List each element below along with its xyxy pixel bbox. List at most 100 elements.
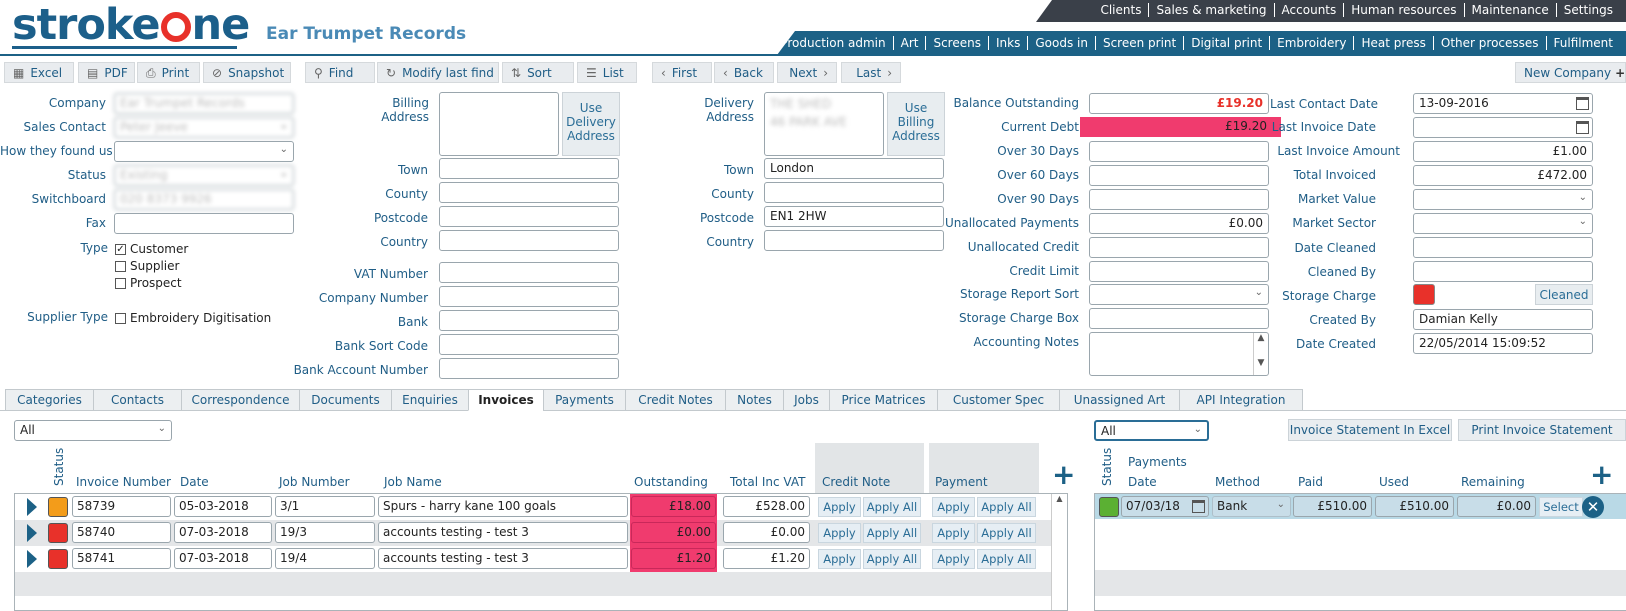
payment-apply-button[interactable]: Apply: [932, 497, 975, 517]
unalloc-pay-field[interactable]: £0.00: [1089, 213, 1269, 234]
storage-box-field[interactable]: [1089, 308, 1269, 329]
invoice-number-cell[interactable]: 58739: [72, 496, 171, 517]
top-nav-item[interactable]: Accounts: [1273, 3, 1344, 17]
type-customer-checkbox[interactable]: ✓ Customer: [115, 242, 188, 256]
market-value-select[interactable]: ⌄: [1413, 189, 1593, 210]
delivery-postcode-field[interactable]: EN1 2HW: [764, 206, 944, 227]
supplier-type-checkbox[interactable]: Embroidery Digitisation: [115, 311, 271, 325]
job-name-cell[interactable]: accounts testing - test 3: [378, 548, 628, 569]
sales-contact-select[interactable]: Peter Jeeve ⌄: [114, 117, 294, 138]
process-nav-item[interactable]: Screen print: [1094, 36, 1184, 50]
credit-apply-all-button[interactable]: Apply All: [863, 523, 921, 543]
list-button[interactable]: ☰ List: [577, 62, 637, 83]
payment-apply-all-button[interactable]: Apply All: [977, 523, 1036, 543]
tab-customer-spec[interactable]: Customer Spec: [937, 389, 1060, 411]
back-button[interactable]: ‹ Back: [714, 62, 774, 83]
tab-enquiries[interactable]: Enquiries: [391, 389, 469, 411]
invoice-number-cell[interactable]: 58741: [72, 548, 171, 569]
find-button[interactable]: ⚲ Find: [305, 62, 375, 83]
tab-credit-notes[interactable]: Credit Notes: [625, 389, 726, 411]
invoice-date-cell[interactable]: 07-03-2018: [174, 522, 272, 543]
print-button[interactable]: ⎙ Print: [137, 62, 200, 83]
payment-filter-select[interactable]: All ⌄: [1094, 420, 1209, 441]
delivery-county-field[interactable]: [764, 182, 944, 203]
billing-address-field[interactable]: [439, 92, 559, 156]
add-invoice-icon[interactable]: +: [1052, 458, 1076, 491]
job-number-cell[interactable]: 19/3: [275, 522, 375, 543]
credit-limit-field[interactable]: [1089, 261, 1269, 282]
credit-apply-button[interactable]: Apply: [818, 497, 861, 517]
top-nav-item[interactable]: Human resources: [1343, 3, 1464, 17]
close-circle-icon[interactable]: ✕: [1582, 496, 1604, 518]
tab-unassigned-art[interactable]: Unassigned Art: [1059, 389, 1180, 411]
scroll-up-icon[interactable]: ▲: [1257, 333, 1265, 343]
excel-button[interactable]: ▦ Excel: [4, 62, 74, 83]
use-delivery-address-button[interactable]: Use Delivery Address: [562, 92, 620, 156]
credit-apply-all-button[interactable]: Apply All: [863, 549, 921, 569]
job-number-cell[interactable]: 19/4: [275, 548, 375, 569]
type-supplier-checkbox[interactable]: Supplier: [115, 259, 179, 273]
add-payment-icon[interactable]: +: [1590, 458, 1614, 491]
accounting-notes-field[interactable]: [1089, 332, 1269, 376]
billing-county-field[interactable]: [439, 182, 619, 203]
invoice-date-cell[interactable]: 05-03-2018: [174, 496, 272, 517]
sort-button[interactable]: ⇅ Sort: [502, 62, 574, 83]
use-billing-address-button[interactable]: Use Billing Address: [887, 92, 945, 156]
next-button[interactable]: Next ›: [777, 62, 837, 83]
paid-field[interactable]: £510.00: [1293, 496, 1372, 517]
company-field[interactable]: Ear Trumpet Records: [114, 93, 294, 114]
delivery-town-field[interactable]: London: [764, 158, 944, 179]
date-cleaned-field[interactable]: [1413, 237, 1593, 258]
tab-invoices[interactable]: Invoices: [468, 389, 544, 411]
job-name-cell[interactable]: accounts testing - test 3: [378, 522, 628, 543]
status-select[interactable]: Existing ⌄: [114, 165, 294, 186]
last-button[interactable]: Last ›: [841, 62, 901, 83]
delivery-address-field[interactable]: THE SHED 46 PARK AVE: [764, 92, 884, 156]
invoice-number-cell[interactable]: 58740: [72, 522, 171, 543]
process-nav-item[interactable]: Screens: [925, 36, 988, 50]
over30-field[interactable]: [1089, 141, 1269, 162]
process-nav-item[interactable]: Art: [892, 36, 926, 50]
credit-apply-all-button[interactable]: Apply All: [863, 497, 921, 517]
storage-report-sort-select[interactable]: ⌄: [1089, 284, 1269, 305]
process-nav-item[interactable]: Inks: [987, 36, 1028, 50]
type-prospect-checkbox[interactable]: Prospect: [115, 276, 182, 290]
billing-bank-field[interactable]: [439, 310, 619, 331]
invoice-date-cell[interactable]: 07-03-2018: [174, 548, 272, 569]
unalloc-credit-field[interactable]: [1089, 237, 1269, 258]
payment-method-select[interactable]: Bank ⌄: [1212, 496, 1291, 517]
tab-correspondence[interactable]: Correspondence: [181, 389, 300, 411]
calendar-icon[interactable]: [1576, 121, 1589, 134]
new-company-button[interactable]: New Company +: [1515, 62, 1626, 83]
billing-country-field[interactable]: [439, 230, 619, 251]
process-nav-item[interactable]: Digital print: [1183, 36, 1270, 50]
market-sector-select[interactable]: ⌄: [1413, 213, 1593, 234]
grid-scrollbar[interactable]: ▲: [1051, 494, 1067, 610]
expand-arrow-icon[interactable]: [27, 550, 37, 568]
top-nav-item[interactable]: Maintenance: [1463, 3, 1556, 17]
payment-apply-all-button[interactable]: Apply All: [977, 497, 1036, 517]
tab-contacts[interactable]: Contacts: [93, 389, 182, 411]
billing-company-number-field[interactable]: [439, 286, 619, 307]
last-invoice-date-field[interactable]: [1413, 117, 1593, 138]
switchboard-field[interactable]: 020 8373 9926: [114, 189, 294, 210]
billing-postcode-field[interactable]: [439, 206, 619, 227]
cleaned-by-field[interactable]: [1413, 261, 1593, 282]
billing-vat-field[interactable]: [439, 262, 619, 283]
last-contact-field[interactable]: 13-09-2016: [1413, 93, 1593, 114]
job-name-cell[interactable]: Spurs - harry kane 100 goals: [378, 496, 628, 517]
invoice-filter-select[interactable]: All ⌄: [14, 420, 172, 441]
tab-jobs[interactable]: Jobs: [783, 389, 830, 411]
select-payment-button[interactable]: Select: [1539, 497, 1583, 517]
tab-api-integration[interactable]: API Integration: [1179, 389, 1303, 411]
payment-apply-all-button[interactable]: Apply All: [977, 549, 1036, 569]
top-nav-item[interactable]: Settings: [1555, 3, 1620, 17]
process-nav-item[interactable]: Fulfilment: [1545, 36, 1620, 50]
payment-apply-button[interactable]: Apply: [932, 549, 975, 569]
pdf-button[interactable]: ▤ PDF: [78, 62, 135, 83]
invoice-statement-excel-button[interactable]: Invoice Statement In Excel: [1288, 419, 1452, 441]
process-nav-item[interactable]: Production admin: [780, 36, 886, 50]
delivery-country-field[interactable]: [764, 230, 944, 251]
job-number-cell[interactable]: 3/1: [275, 496, 375, 517]
credit-apply-button[interactable]: Apply: [818, 549, 861, 569]
